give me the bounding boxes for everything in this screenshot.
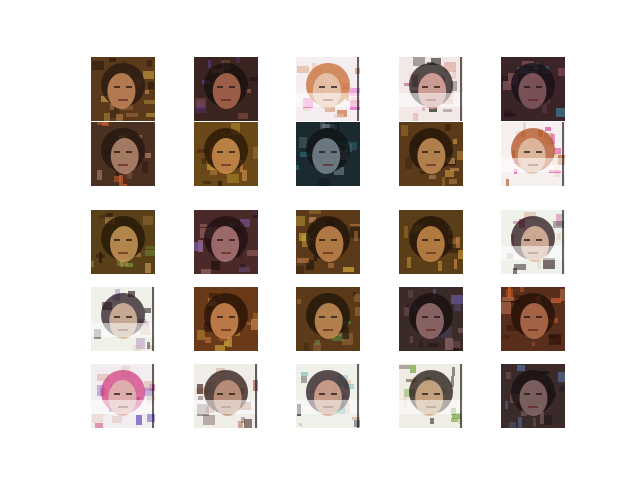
sample-image-r2-c2: [194, 122, 258, 186]
sample-image-r5-c2: [194, 364, 258, 428]
sample-image-r3-c3: [296, 210, 360, 274]
sample-image-r1-c4: [399, 57, 463, 121]
sample-image-r3-c4: [399, 210, 463, 274]
sample-image-r2-c1: [91, 122, 155, 186]
sample-image-r1-c5: [501, 57, 565, 121]
sample-image-r1-c2: [194, 57, 258, 121]
sample-image-r4-c5: [501, 287, 565, 351]
sample-image-r2-c5: [501, 122, 565, 186]
sample-image-r3-c5: [501, 210, 565, 274]
sample-image-r4-c1: [91, 287, 155, 351]
sample-image-r4-c2: [194, 287, 258, 351]
sample-image-r2-c3: [296, 122, 360, 186]
sample-image-r4-c3: [296, 287, 360, 351]
sample-image-r5-c3: [296, 364, 360, 428]
sample-image-r3-c2: [194, 210, 258, 274]
sample-image-r4-c4: [399, 287, 463, 351]
sample-image-r1-c3: [296, 57, 360, 121]
sample-image-r2-c4: [399, 122, 463, 186]
sample-image-r5-c1: [91, 364, 155, 428]
sample-image-r5-c4: [399, 364, 463, 428]
sample-image-r5-c5: [501, 364, 565, 428]
sample-image-r1-c1: [91, 57, 155, 121]
sample-image-r3-c1: [91, 210, 155, 274]
